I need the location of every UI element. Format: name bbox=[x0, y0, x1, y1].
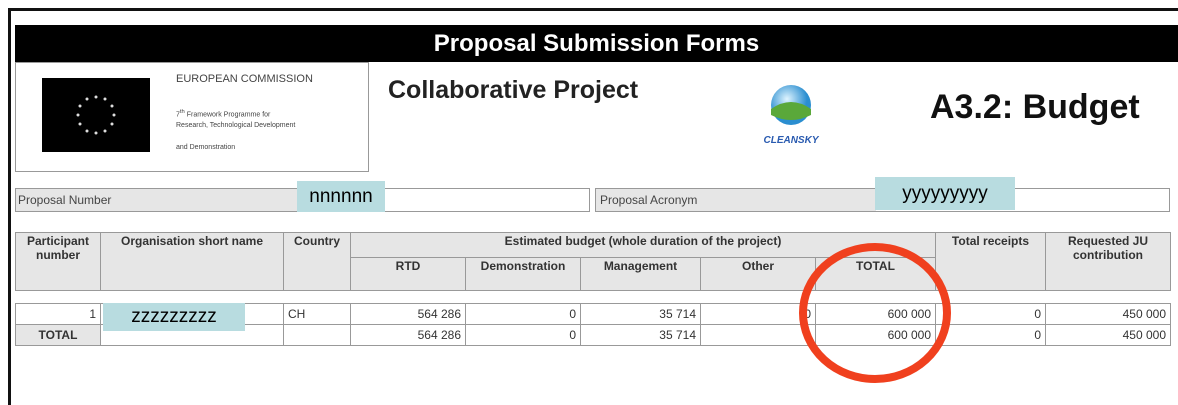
programme-line: Framework Programme for bbox=[186, 111, 271, 119]
th: Total receipts bbox=[935, 232, 1046, 291]
frame-left bbox=[8, 8, 11, 405]
highlight-circle bbox=[799, 243, 951, 383]
th: Requested JU contribution bbox=[1045, 232, 1171, 291]
th: Other bbox=[700, 257, 816, 291]
cell: 35 714 bbox=[580, 303, 701, 325]
th: RTD bbox=[350, 257, 466, 291]
cell: 600 000 bbox=[815, 303, 936, 325]
cell bbox=[283, 324, 351, 346]
org-value: zzzzzzzzz bbox=[103, 303, 245, 331]
cleansky-logo: CLEANSKY bbox=[763, 85, 820, 146]
form-id: A3.2: Budget bbox=[930, 88, 1140, 126]
field-label: Proposal Number bbox=[18, 193, 112, 207]
cell: TOTAL bbox=[15, 324, 101, 346]
th: Estimated budget (whole duration of the … bbox=[350, 232, 936, 258]
programme-num: 7 bbox=[176, 111, 180, 119]
title-bar: Proposal Submission Forms bbox=[15, 25, 1178, 62]
cell: 0 bbox=[465, 324, 581, 346]
cell: 35 714 bbox=[580, 324, 701, 346]
cell: 0 bbox=[465, 303, 581, 325]
eu-flag bbox=[42, 78, 150, 152]
spacer bbox=[16, 291, 1171, 304]
frame-top bbox=[8, 8, 1178, 11]
logo-text: CLEANSKY bbox=[763, 135, 819, 146]
cell: 0 bbox=[935, 324, 1046, 346]
th: Management bbox=[580, 257, 701, 291]
ec-box: EUROPEAN COMMISSION 7th Framework Progra… bbox=[15, 62, 369, 172]
th: Organisation short name bbox=[100, 232, 284, 291]
th: Participant number bbox=[15, 232, 101, 291]
cell: 564 286 bbox=[350, 303, 466, 325]
field-value: yyyyyyyyy bbox=[875, 177, 1015, 210]
cell: 564 286 bbox=[350, 324, 466, 346]
th: Country bbox=[283, 232, 351, 291]
org: EUROPEAN COMMISSION bbox=[176, 73, 313, 85]
field-value: nnnnnn bbox=[297, 181, 385, 212]
cell: 450 000 bbox=[1045, 324, 1171, 346]
project-type: Collaborative Project bbox=[388, 76, 639, 104]
programme-line: and Demonstration bbox=[176, 144, 236, 152]
budget-table: Participant number Organisation short nam… bbox=[15, 232, 1171, 346]
th: Demonstration bbox=[465, 257, 581, 291]
programme-line: Research, Technological Development bbox=[176, 122, 296, 130]
cell: 600 000 bbox=[815, 324, 936, 346]
programme: 7th Framework Programme for Research, Te… bbox=[176, 107, 295, 153]
cell: CH bbox=[283, 303, 351, 325]
cell: 1 bbox=[15, 303, 101, 325]
programme-sup: th bbox=[179, 109, 185, 115]
field-label: Proposal Acronym bbox=[600, 193, 698, 207]
cell: 450 000 bbox=[1045, 303, 1171, 325]
